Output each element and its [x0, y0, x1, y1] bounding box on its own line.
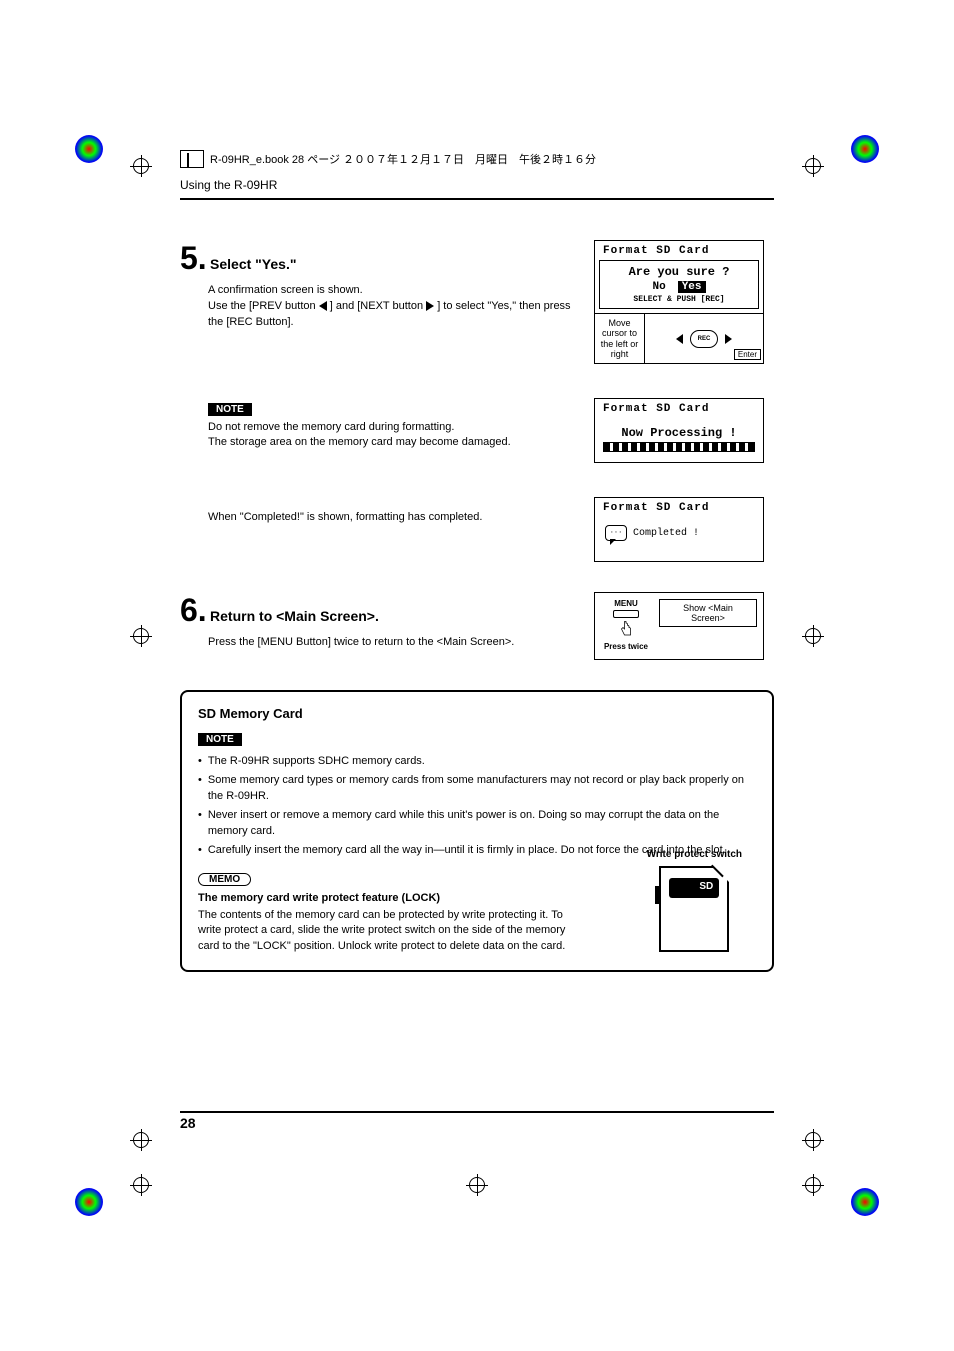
- hint-move-cursor: Move cursor to the left or right: [595, 314, 645, 363]
- step-6-heading: Return to <Main Screen>.: [210, 608, 379, 624]
- note-text-1: Do not remove the memory card during for…: [208, 420, 574, 435]
- sd-note-list: The R-09HR supports SDHC memory cards. S…: [198, 754, 756, 859]
- step-6: 6. Return to <Main Screen>. Press the [M…: [180, 592, 774, 660]
- step-5-number: 5.: [180, 240, 207, 276]
- sd-memory-card-box: SD Memory Card NOTE The R-09HR supports …: [180, 690, 774, 972]
- step-5: 5. Select "Yes." A confirmation screen i…: [180, 240, 774, 562]
- crop-mark: [802, 155, 824, 177]
- crop-mark: [802, 1129, 824, 1151]
- arrow-right-icon: [725, 334, 732, 344]
- sd-switch-icon: [655, 886, 661, 904]
- sd-bullet-0: The R-09HR supports SDHC memory cards.: [208, 754, 425, 770]
- show-main-screen-label: Show <Main Screen>: [659, 599, 757, 627]
- lcd3-text: Completed !: [633, 528, 699, 539]
- prev-triangle-icon: [319, 301, 327, 311]
- footer-rule: [180, 1111, 774, 1113]
- crop-mark: [130, 1174, 152, 1196]
- lcd1-title: Format SD Card: [599, 245, 759, 260]
- memo-badge: MEMO: [198, 873, 251, 886]
- crop-mark: [466, 1174, 488, 1196]
- page-content: R-09HR_e.book 28 ページ ２００７年１２月１７日 月曜日 午後２…: [180, 150, 774, 1121]
- lcd-completed: Format SD Card ··· Completed !: [594, 497, 764, 562]
- book-icon: [180, 150, 204, 168]
- sd-title: SD Memory Card: [198, 706, 756, 721]
- sd-card-icon: [659, 866, 729, 952]
- lcd2-text: Now Processing !: [601, 426, 757, 440]
- step-6-number: 6.: [180, 592, 207, 628]
- crop-mark: [802, 1174, 824, 1196]
- reg-mark-color-bl: [75, 1188, 103, 1216]
- reg-mark-color-tl: [75, 135, 103, 163]
- menu-diagram: MENU Press twice Show <Main Screen>: [594, 592, 764, 660]
- menu-label: MENU: [601, 599, 651, 608]
- lcd1-instruction: SELECT & PUSH [REC]: [602, 295, 756, 304]
- lcd3-title: Format SD Card: [599, 502, 759, 517]
- lcd1-no: No: [652, 281, 665, 293]
- step-5-line2: Use the [PREV button ] and [NEXT button …: [208, 299, 574, 331]
- sd-note-badge: NOTE: [198, 733, 242, 746]
- book-header: R-09HR_e.book 28 ページ ２００７年１２月１７日 月曜日 午後２…: [180, 150, 774, 168]
- rec-pad-diagram: REC: [674, 320, 734, 358]
- section-title: Using the R-09HR: [180, 178, 774, 192]
- rec-button-icon: REC: [690, 330, 718, 348]
- lcd-confirm: Format SD Card Are you sure ? No Yes SEL…: [594, 240, 774, 364]
- enter-label: Enter: [734, 349, 761, 360]
- step-5-heading: Select "Yes.": [210, 256, 296, 272]
- arrow-left-icon: [676, 334, 683, 344]
- header-rule: [180, 198, 774, 200]
- crop-mark: [130, 1129, 152, 1151]
- menu-button-icon: [613, 610, 639, 618]
- sd-bullet-2: Never insert or remove a memory card whi…: [208, 808, 756, 840]
- lcd-processing: Format SD Card Now Processing !: [594, 398, 764, 463]
- completed-text: When "Completed!" is shown, formatting h…: [208, 510, 574, 526]
- press-twice-label: Press twice: [601, 642, 651, 651]
- next-triangle-icon: [426, 301, 434, 311]
- lcd1-yes: Yes: [678, 281, 706, 293]
- memo-text: The contents of the memory card can be p…: [198, 908, 578, 954]
- book-header-text: R-09HR_e.book 28 ページ ２００７年１２月１７日 月曜日 午後２…: [210, 151, 596, 167]
- speech-bubble-icon: ···: [605, 525, 627, 541]
- sd-logo-icon: [669, 878, 719, 898]
- step-6-body: Press the [MENU Button] twice to return …: [208, 635, 574, 651]
- lcd1-hint: Move cursor to the left or right REC Ent…: [594, 313, 764, 364]
- write-protect-diagram: Write protect switch: [647, 849, 742, 952]
- step-5-line1: A confirmation screen is shown.: [208, 283, 574, 299]
- note-badge: NOTE: [208, 403, 252, 416]
- note-text-2: The storage area on the memory card may …: [208, 435, 574, 450]
- reg-mark-color-tr: [851, 135, 879, 163]
- crop-mark: [802, 625, 824, 647]
- crop-mark: [130, 625, 152, 647]
- hand-pointer-icon: [617, 620, 635, 638]
- page-number: 28: [180, 1115, 196, 1131]
- lcd2-title: Format SD Card: [599, 403, 759, 418]
- lcd1-prompt: Are you sure ?: [602, 265, 756, 279]
- sd-bullet-1: Some memory card types or memory cards f…: [208, 773, 756, 805]
- progress-bar-icon: [603, 442, 755, 452]
- reg-mark-color-br: [851, 1188, 879, 1216]
- crop-mark: [130, 155, 152, 177]
